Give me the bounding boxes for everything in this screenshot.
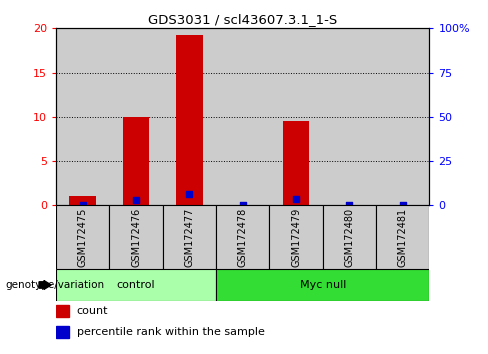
Text: GSM172476: GSM172476 xyxy=(131,207,141,267)
Bar xyxy=(216,28,269,205)
Text: genotype/variation: genotype/variation xyxy=(5,280,104,290)
Bar xyxy=(176,34,203,205)
Bar xyxy=(163,205,216,269)
Text: count: count xyxy=(77,306,108,316)
Bar xyxy=(56,28,109,205)
Point xyxy=(399,202,407,208)
Text: GSM172481: GSM172481 xyxy=(398,207,408,267)
Bar xyxy=(69,196,96,205)
Text: GSM172479: GSM172479 xyxy=(291,207,301,267)
Bar xyxy=(109,28,163,205)
Bar xyxy=(323,205,376,269)
Bar xyxy=(56,269,216,301)
Bar xyxy=(376,205,429,269)
Bar xyxy=(56,326,69,338)
Bar xyxy=(56,305,69,317)
Point xyxy=(292,196,300,202)
Text: GSM172477: GSM172477 xyxy=(184,207,194,267)
Bar xyxy=(283,121,309,205)
Point xyxy=(239,202,246,208)
Point xyxy=(79,202,87,207)
Bar xyxy=(216,205,269,269)
Point xyxy=(132,197,140,203)
Bar xyxy=(323,28,376,205)
Text: GSM172480: GSM172480 xyxy=(345,207,354,267)
Text: percentile rank within the sample: percentile rank within the sample xyxy=(77,327,264,337)
Point xyxy=(185,191,193,197)
Bar xyxy=(269,205,323,269)
Bar xyxy=(269,28,323,205)
Bar xyxy=(56,205,109,269)
Bar xyxy=(109,205,163,269)
Bar xyxy=(376,28,429,205)
FancyArrow shape xyxy=(39,280,51,290)
Title: GDS3031 / scl43607.3.1_1-S: GDS3031 / scl43607.3.1_1-S xyxy=(148,13,337,26)
Text: control: control xyxy=(117,280,156,290)
Text: Myc null: Myc null xyxy=(300,280,346,290)
Point xyxy=(346,202,353,208)
Bar xyxy=(216,269,429,301)
Bar xyxy=(163,28,216,205)
Bar xyxy=(123,117,149,205)
Text: GSM172475: GSM172475 xyxy=(78,207,88,267)
Text: GSM172478: GSM172478 xyxy=(238,207,248,267)
